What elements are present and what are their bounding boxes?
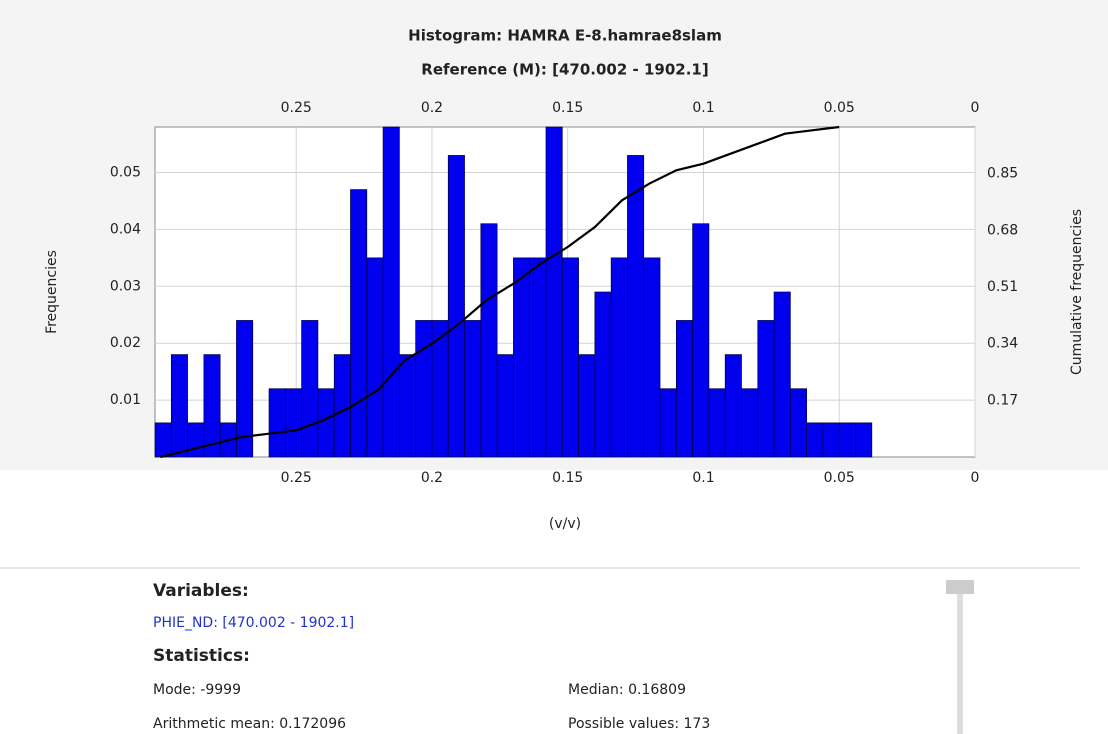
- bar: [578, 354, 596, 458]
- bar: [708, 388, 726, 458]
- bar: [187, 422, 205, 458]
- x-tick-label: 0.25: [281, 470, 312, 486]
- x-tick-label-top: 0.05: [824, 100, 855, 116]
- bar: [773, 291, 791, 458]
- x-tick-label-top: 0.1: [692, 100, 714, 116]
- bar: [236, 320, 254, 458]
- bar: [806, 422, 824, 458]
- y-axis-label: Frequencies: [44, 250, 60, 334]
- bar: [480, 223, 498, 458]
- x-tick-label-top: 0: [971, 100, 980, 116]
- stat: Mode: -9999: [153, 682, 241, 698]
- x-tick-label-top: 0.15: [552, 100, 583, 116]
- bar: [333, 354, 351, 458]
- bar: [382, 126, 400, 458]
- bar: [757, 320, 775, 458]
- bar: [561, 257, 579, 458]
- bar: [838, 422, 856, 458]
- y-tick-label: 0.04: [110, 221, 141, 237]
- bar: [675, 320, 693, 458]
- bar: [822, 422, 840, 458]
- bar: [659, 388, 677, 458]
- bar: [268, 388, 286, 458]
- bar: [692, 223, 710, 458]
- chart-title: Histogram: HAMRA E-8.hamrae8slam: [408, 27, 722, 45]
- y2-axis-label: Cumulative frequencies: [1069, 209, 1085, 375]
- bar: [301, 320, 319, 458]
- bar: [350, 189, 368, 458]
- bar: [366, 257, 384, 458]
- bar: [790, 388, 808, 458]
- chart-subtitle: Reference (M): [470.002 - 1902.1]: [421, 61, 708, 79]
- y2-tick-label: 0.51: [987, 279, 1018, 295]
- x-tick-label: 0.15: [552, 470, 583, 486]
- bar: [399, 354, 417, 458]
- bar: [724, 354, 742, 458]
- bar: [447, 155, 465, 458]
- bar: [170, 354, 188, 458]
- bar: [415, 320, 433, 458]
- bar: [643, 257, 661, 458]
- bar: [855, 422, 873, 458]
- cumulative-line: [160, 125, 840, 459]
- x-tick-label: 0.1: [692, 470, 714, 486]
- y-tick-label: 0.03: [110, 278, 141, 294]
- x-tick-label: 0: [971, 470, 980, 486]
- bar: [610, 257, 628, 458]
- variable-link[interactable]: PHIE_ND: [470.002 - 1902.1]: [153, 615, 354, 631]
- bar: [513, 257, 531, 458]
- stat: Possible values: 173: [568, 716, 710, 732]
- bar: [741, 388, 759, 458]
- bar: [529, 257, 547, 458]
- bar: [464, 320, 482, 458]
- bar: [203, 354, 221, 458]
- x-tick-label-top: 0.25: [281, 100, 312, 116]
- y-tick-label: 0.05: [110, 165, 141, 181]
- x-tick-label-top: 0.2: [421, 100, 443, 116]
- bar: [627, 155, 645, 458]
- bar: [317, 388, 335, 458]
- bar: [545, 126, 563, 458]
- statistics-heading: Statistics:: [153, 646, 250, 666]
- bar: [594, 291, 612, 458]
- scrollbar-thumb[interactable]: [946, 580, 974, 594]
- bar: [154, 422, 172, 458]
- variables-heading: Variables:: [153, 581, 249, 601]
- stat: Median: 0.16809: [568, 682, 686, 698]
- y2-tick-label: 0.34: [987, 336, 1018, 352]
- y-tick-label: 0.01: [110, 392, 141, 408]
- y-tick-label: 0.02: [110, 335, 141, 351]
- x-axis-label: (v/v): [549, 516, 581, 532]
- y2-tick-label: 0.85: [987, 166, 1018, 182]
- y2-tick-label: 0.17: [987, 392, 1018, 408]
- bar: [496, 354, 514, 458]
- x-tick-label: 0.05: [824, 470, 855, 486]
- y2-tick-label: 0.68: [987, 222, 1018, 238]
- stat: Arithmetic mean: 0.172096: [153, 716, 346, 732]
- x-tick-label: 0.2: [421, 470, 443, 486]
- bar: [284, 388, 302, 458]
